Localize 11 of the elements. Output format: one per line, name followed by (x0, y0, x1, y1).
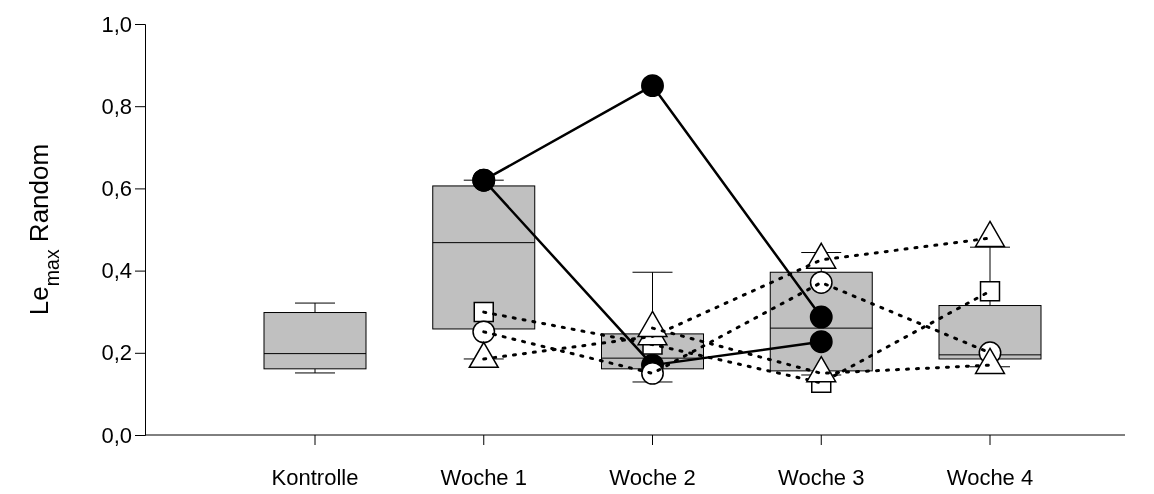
y-tick-label: 0,8 (101, 93, 132, 119)
y-tick-label: 1,0 (101, 11, 132, 37)
x-tick-label: Woche 4 (946, 465, 1034, 490)
x-tick-label: Woche 1 (440, 465, 527, 490)
y-tick-label: 0,6 (101, 175, 132, 201)
x-tick-label: Woche 3 (778, 465, 865, 490)
y-tick-label: 0,4 (101, 258, 132, 284)
x-tick-label: Kontrolle (271, 465, 359, 490)
y-tick-label: 0,2 (101, 340, 132, 366)
x-tick-label: Woche 2 (609, 465, 696, 490)
y-tick-label: 0,0 (101, 422, 132, 448)
